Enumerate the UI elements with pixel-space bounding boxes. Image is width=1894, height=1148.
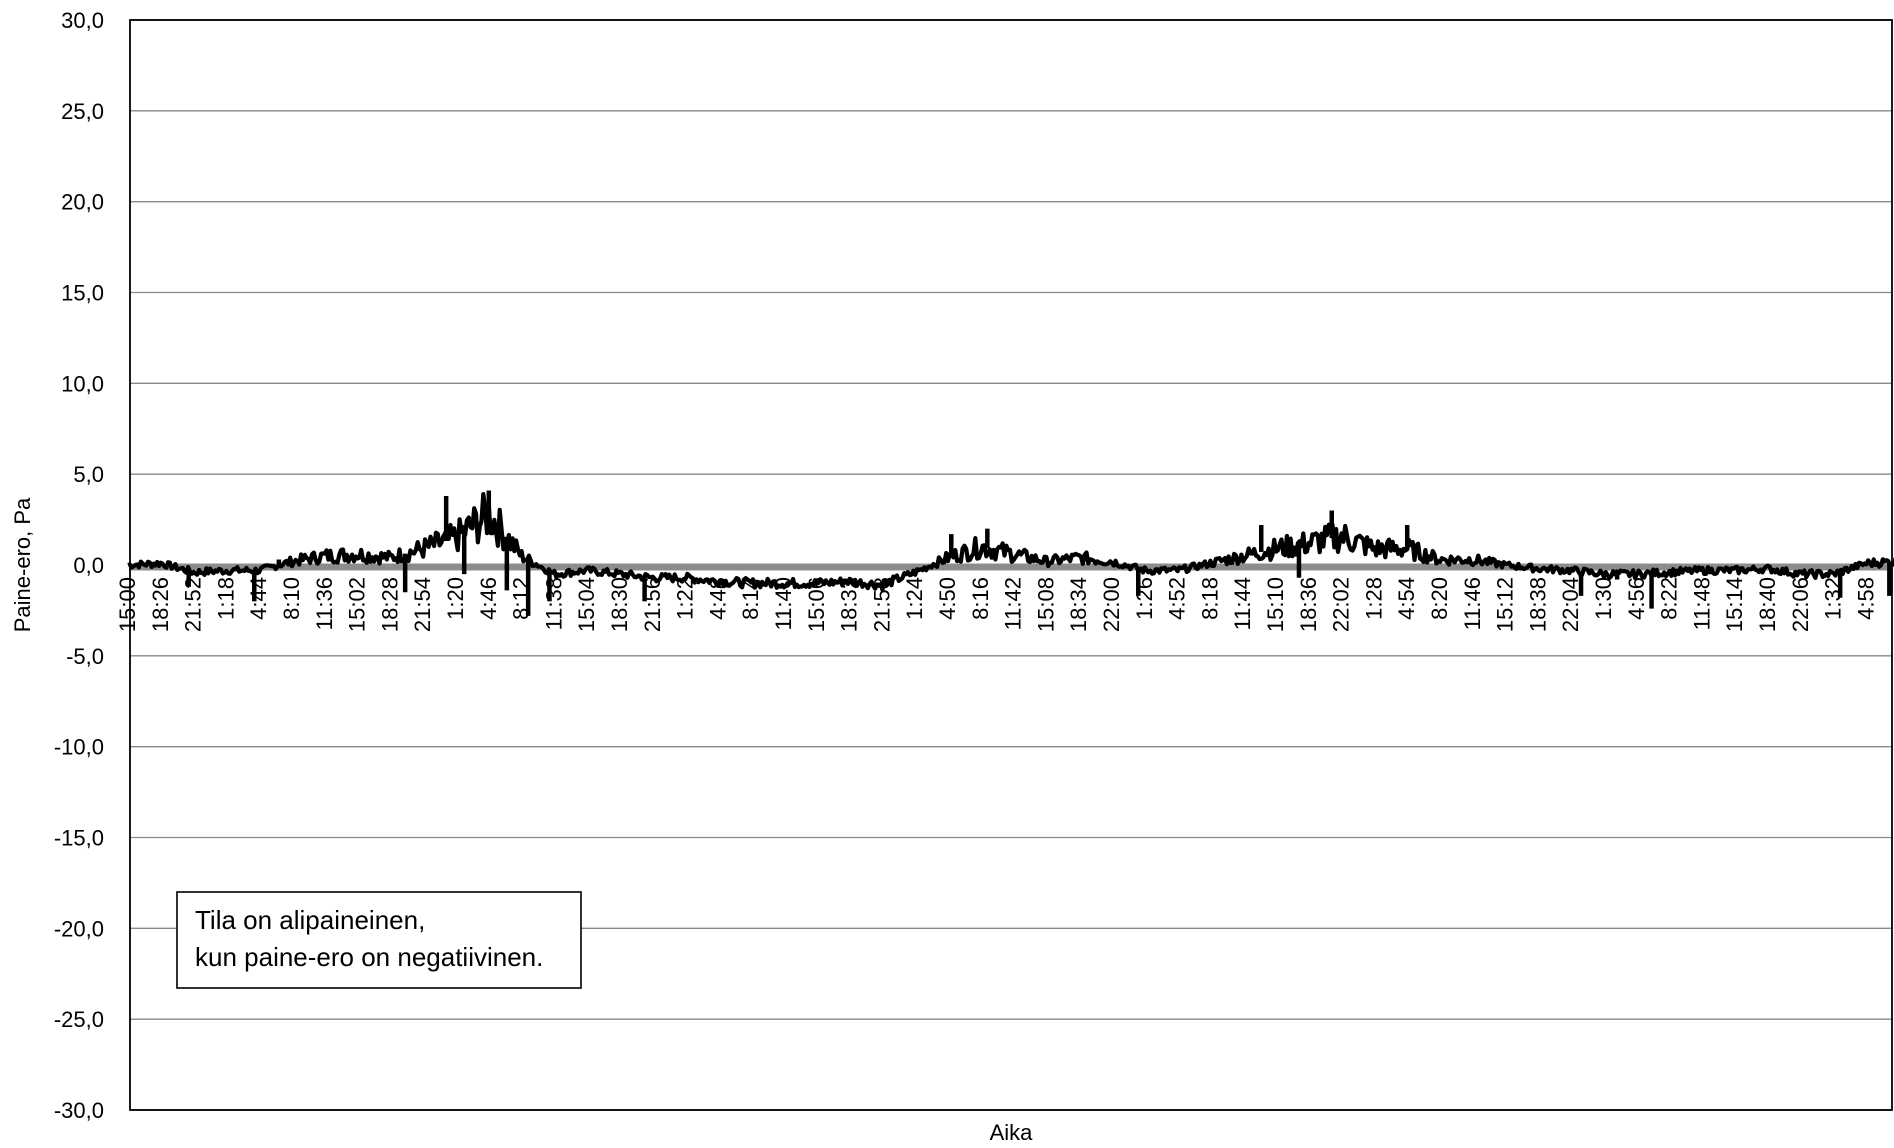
annotation-box: Tila on alipaineinen, kun paine-ero on n… — [176, 891, 582, 989]
x-tick-label: 15:04 — [574, 577, 599, 632]
x-tick-label: 21:54 — [410, 577, 435, 632]
x-tick-label: 8:12 — [509, 577, 534, 620]
x-tick-label: 1:24 — [902, 577, 927, 620]
y-tick-label: -15,0 — [54, 826, 104, 851]
x-tick-label: 15:10 — [1263, 577, 1288, 632]
x-tick-label: 18:26 — [148, 577, 173, 632]
y-tick-label: 0,0 — [73, 553, 104, 578]
x-tick-label: 15:02 — [345, 577, 370, 632]
x-tick-label: 8:18 — [1197, 577, 1222, 620]
x-axis-ticks: 15:00 18:26 21:52 1:18 4:44 8:10 11:36 15:02 18:… — [115, 577, 1878, 632]
y-tick-label: -5,0 — [66, 644, 104, 669]
x-tick-label: 4:46 — [476, 577, 501, 620]
x-tick-label: 1:30 — [1591, 577, 1616, 620]
x-tick-label: 8:16 — [968, 577, 993, 620]
x-tick-label: 11:48 — [1689, 577, 1714, 630]
x-tick-label: 18:30 — [607, 577, 632, 632]
x-tick-label: 22:02 — [1329, 577, 1354, 632]
series-layer — [127, 490, 1894, 616]
x-tick-label: 8:10 — [279, 577, 304, 620]
y-tick-label: -10,0 — [54, 735, 104, 760]
x-tick-label: 11:44 — [1230, 577, 1255, 630]
y-tick-label: 25,0 — [61, 99, 104, 124]
y-tick-label: 5,0 — [73, 462, 104, 487]
x-tick-label: 15:14 — [1722, 577, 1747, 632]
y-tick-label: 30,0 — [61, 8, 104, 33]
x-tick-label: 4:58 — [1853, 577, 1878, 620]
annotation-line-1: Tila on alipaineinen, — [195, 905, 425, 935]
annotation-frame — [176, 891, 582, 989]
x-tick-label: 15:12 — [1493, 577, 1518, 632]
x-tick-label: 1:26 — [1132, 577, 1157, 620]
y-tick-label: -25,0 — [54, 1007, 104, 1032]
x-tick-label: 15:00 — [115, 577, 140, 632]
x-tick-label: 1:32 — [1821, 577, 1846, 620]
series-line-pressure-difference — [127, 492, 1894, 592]
x-tick-label: 21:58 — [869, 577, 894, 632]
x-tick-label: 21:52 — [181, 577, 206, 632]
x-tick-label: 8:14 — [738, 577, 763, 620]
x-tick-label: 4:56 — [1624, 577, 1649, 620]
x-tick-label: 1:28 — [1361, 577, 1386, 620]
x-axis-title: Aika — [990, 1120, 1034, 1145]
x-tick-label: 4:44 — [246, 577, 271, 620]
y-tick-label: 10,0 — [61, 371, 104, 396]
x-tick-label: 1:18 — [213, 577, 238, 620]
x-tick-label: 4:52 — [1165, 577, 1190, 620]
x-tick-label: 18:34 — [1066, 577, 1091, 632]
y-tick-label: 15,0 — [61, 281, 104, 306]
x-tick-label: 18:36 — [1296, 577, 1321, 632]
x-tick-label: 4:50 — [935, 577, 960, 620]
x-tick-label: 4:48 — [705, 577, 730, 620]
x-tick-label: 18:32 — [837, 577, 862, 632]
x-tick-label: 1:22 — [673, 577, 698, 620]
x-tick-label: 18:40 — [1755, 577, 1780, 632]
x-tick-label: 4:54 — [1394, 577, 1419, 620]
x-tick-label: 8:20 — [1427, 577, 1452, 620]
x-tick-label: 22:06 — [1788, 577, 1813, 632]
x-tick-label: 18:28 — [377, 577, 402, 632]
y-tick-label: 20,0 — [61, 190, 104, 215]
y-axis-title: Paine-ero, Pa — [10, 497, 35, 632]
y-tick-label: -30,0 — [54, 1098, 104, 1123]
x-tick-label: 11:36 — [312, 577, 337, 630]
x-tick-label: 22:04 — [1558, 577, 1583, 632]
x-tick-label: 18:38 — [1525, 577, 1550, 632]
x-tick-label: 11:46 — [1460, 577, 1485, 630]
y-axis-ticks: 30,0 25,0 20,0 15,0 10,0 5,0 0,0 -5,0 -10,0 -15,0… — [54, 8, 104, 1123]
x-tick-label: 11:42 — [1001, 577, 1026, 630]
annotation-line-2: kun paine-ero on negatiivinen. — [195, 942, 543, 972]
x-tick-label: 15:06 — [804, 577, 829, 632]
x-tick-label: 22:00 — [1099, 577, 1124, 632]
x-tick-label: 8:22 — [1657, 577, 1682, 620]
x-tick-label: 21:56 — [640, 577, 665, 632]
y-tick-label: -20,0 — [54, 916, 104, 941]
x-tick-label: 15:08 — [1033, 577, 1058, 632]
x-tick-label: 1:20 — [443, 577, 468, 620]
plot-area-frame — [129, 19, 1893, 1111]
x-tick-label: 11:38 — [541, 577, 566, 630]
x-tick-label: 11:40 — [771, 577, 796, 630]
